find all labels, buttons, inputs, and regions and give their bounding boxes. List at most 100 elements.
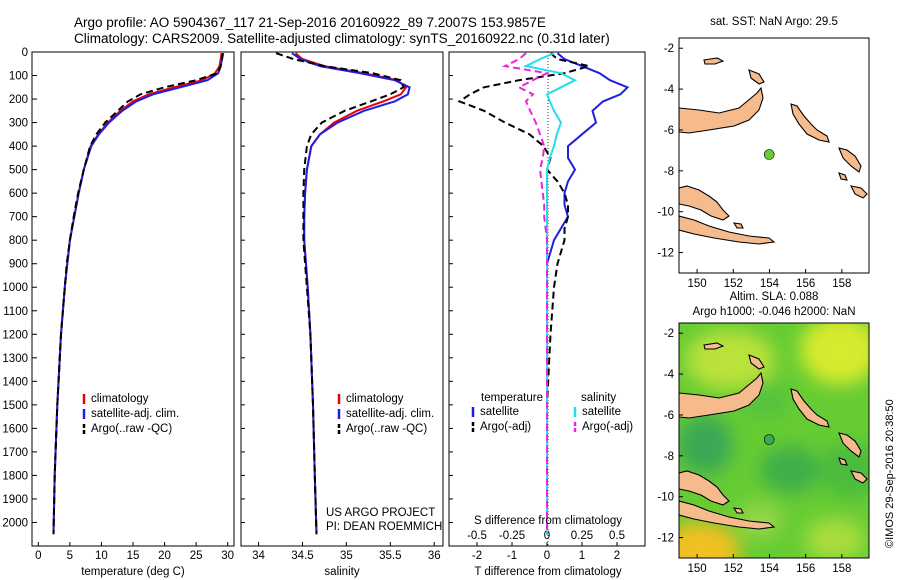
land-polygon — [748, 69, 765, 85]
temperature-xlabel: temperature (deg C) — [81, 566, 185, 578]
depth-tick-label: 1900 — [2, 494, 28, 506]
depth-tick-label: 900 — [9, 259, 28, 271]
map-lat-label: -12 — [657, 248, 674, 260]
salinity-argo-raw-qc--line — [275, 52, 405, 535]
land-polygon — [703, 57, 725, 65]
temperature-argo-raw-qc--line — [52, 53, 224, 535]
map-lat-label: -8 — [664, 451, 674, 463]
difference-temperature-argo-adj--line — [457, 52, 590, 535]
depth-tick-label: 1100 — [3, 306, 28, 318]
s-diff-tick-label: -0.5 — [467, 530, 487, 542]
land-polygon — [679, 470, 730, 506]
map-lat-label: -6 — [664, 410, 674, 422]
legend-label: Argo(..raw -QC) — [346, 423, 427, 435]
t-diff-tick-label: -1 — [507, 550, 517, 562]
temperature-legend: climatology satellite-adj. clim. Argo(..ra… — [82, 393, 179, 435]
map-lon-label: 156 — [796, 278, 815, 290]
sla-map-title: Altim. SLA: 0.088 — [730, 291, 819, 303]
legend-label: satellite — [480, 406, 519, 418]
salinity-climatology-line — [294, 52, 408, 535]
legend-label: climatology — [91, 393, 149, 405]
legend-label: satellite-adj. clim. — [91, 408, 179, 420]
salinity-axes-frame — [240, 51, 444, 547]
land-polygon — [679, 371, 764, 419]
map-lat-label: -2 — [664, 43, 674, 55]
legend-title-salinity: salinity — [581, 392, 616, 404]
s-diff-tick-label: 0.5 — [609, 530, 625, 542]
argo-location-marker-sla — [763, 434, 775, 445]
depth-tick-label: 100 — [9, 71, 28, 83]
land-polygon — [838, 457, 848, 466]
map-lon-label: 154 — [760, 563, 780, 575]
project-annotation: US ARGO PROJECT — [326, 507, 435, 519]
map-lat-label: -4 — [664, 84, 675, 96]
land-polygon — [748, 354, 765, 370]
salinity-panel: 34 34.5 35 35.5 36 salinity climatology satel… — [240, 51, 444, 578]
sst-map-title: sat. SST: NaN Argo: 29.5 — [710, 16, 838, 28]
sla-map-subtitle: Argo h1000: -0.046 h2000: NaN — [692, 306, 855, 318]
depth-tick-label: 1800 — [2, 470, 28, 482]
salinity-tick-label: 35 — [340, 550, 353, 562]
sst-map-coastline — [679, 57, 868, 245]
s-diff-tick-label: -0.25 — [499, 530, 525, 542]
land-polygon — [679, 185, 730, 221]
land-polygon — [838, 432, 862, 458]
header-line-1: Argo profile: AO 5904367_117 21-Sep-2016… — [74, 15, 546, 30]
map-lat-label: -12 — [657, 533, 674, 545]
legend-label: satellite-adj. clim. — [346, 408, 434, 420]
sst-map-panel: sat. SST: NaN Argo: 29.5 150 152 154 156 158… — [657, 16, 870, 290]
depth-tick-label: 2000 — [2, 517, 28, 529]
depth-tick-label: 0 — [22, 47, 28, 59]
salinity-satellite-adj-clim--line — [291, 52, 411, 535]
imos-credit: ©IMOS 29-Sep-2016 20:38:50 — [884, 399, 896, 548]
map-lon-label: 154 — [760, 278, 780, 290]
depth-tick-label: 700 — [9, 212, 28, 224]
t-diff-tick-label: 1 — [579, 550, 585, 562]
s-diff-tick-label: 0.25 — [571, 530, 593, 542]
temperature-tick-label: 5 — [67, 550, 73, 562]
sla-map-panel: Altim. SLA: 0.088 Argo h1000: -0.046 h20… — [657, 291, 870, 575]
map-lat-label: -10 — [657, 492, 674, 504]
difference-panel: -2 -1 0 1 2 -0.5 -0.25 0 0.25 0.5 S difference fr… — [448, 51, 646, 578]
land-polygon — [838, 147, 862, 173]
temperature-tick-label: 10 — [95, 550, 108, 562]
land-polygon — [679, 215, 776, 245]
depth-tick-label: 1300 — [2, 353, 28, 365]
depth-tick-label: 1000 — [2, 282, 28, 294]
temperature-axes-frame — [31, 51, 235, 547]
depth-tick-label: 500 — [9, 165, 28, 177]
map-lon-label: 152 — [724, 278, 743, 290]
legend-title-temperature: temperature — [481, 392, 543, 404]
temperature-panel: 0100200300400500600700800900100011001200… — [2, 47, 453, 578]
map-lon-label: 158 — [832, 278, 851, 290]
map-lon-label: 156 — [796, 563, 815, 575]
land-polygon — [732, 507, 744, 514]
depth-tick-label: 300 — [9, 118, 28, 130]
depth-tick-label: 1500 — [2, 400, 28, 412]
t-diff-tick-label: 0 — [544, 550, 550, 562]
depth-tick-label: 800 — [9, 235, 28, 247]
legend-label: climatology — [346, 393, 404, 405]
argo-location-marker — [763, 149, 775, 160]
land-polygon — [838, 172, 848, 181]
depth-tick-label: 1200 — [2, 329, 28, 341]
depth-tick-label: 1700 — [2, 447, 28, 459]
land-polygon — [850, 470, 868, 484]
temperature-tick-label: 25 — [190, 550, 203, 562]
map-lat-label: -4 — [664, 369, 675, 381]
salinity-tick-label: 34 — [252, 550, 265, 562]
salinity-tick-label: 34.5 — [291, 550, 313, 562]
s-diff-tick-label: 0 — [544, 530, 550, 542]
temperature-tick-label: 30 — [221, 550, 234, 562]
land-polygon — [703, 342, 725, 350]
t-diff-tick-label: 2 — [614, 550, 620, 562]
map-lat-label: -10 — [657, 207, 674, 219]
legend-label: Argo(..raw -QC) — [91, 423, 172, 435]
depth-tick-label: 400 — [9, 141, 28, 153]
sla-heatmap — [679, 323, 869, 558]
map-lat-label: -8 — [664, 166, 674, 178]
difference-salinity-argo-adj--line — [501, 52, 551, 535]
depth-tick-label: 600 — [9, 188, 28, 200]
depth-tick-label: 1400 — [2, 376, 28, 388]
